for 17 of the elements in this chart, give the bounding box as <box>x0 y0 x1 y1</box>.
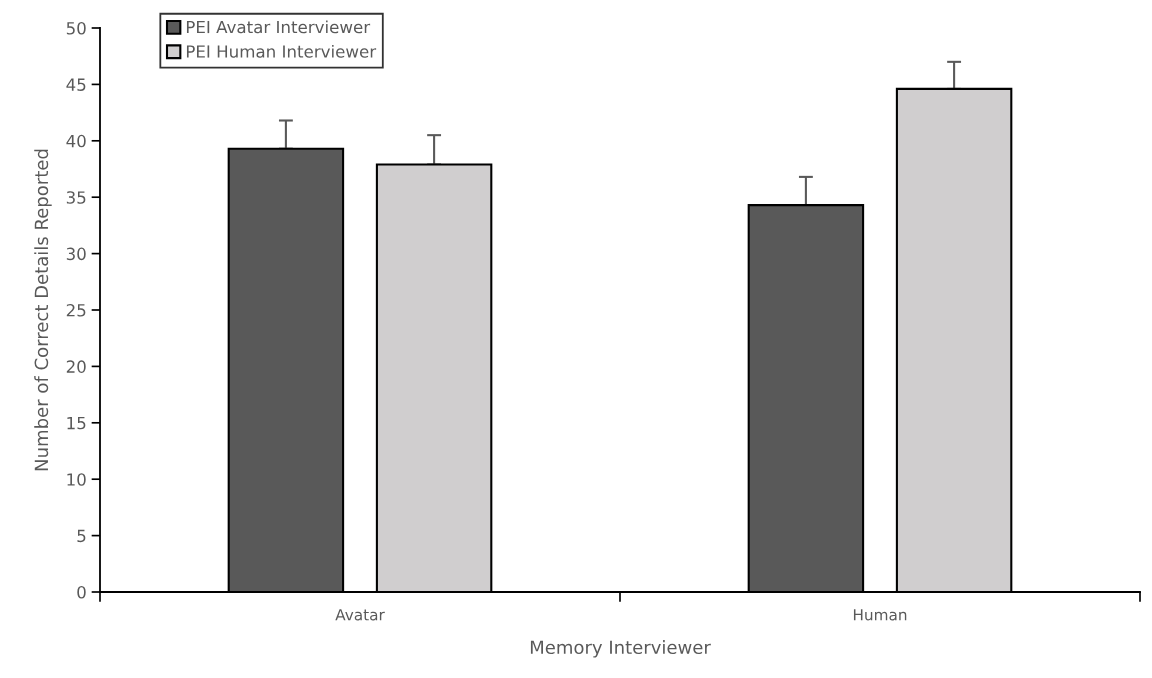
legend-label: PEI Avatar Interviewer <box>186 20 371 34</box>
y-tick-label: 20 <box>66 360 86 373</box>
y-axis-title: Number of Correct Details Reported <box>34 149 52 471</box>
x-axis-title: Memory Interviewer <box>530 640 711 658</box>
y-tick-label: 35 <box>66 191 86 204</box>
y-tick-label: 25 <box>66 303 86 317</box>
y-tick-label: 45 <box>66 78 86 91</box>
x-tick-label: Avatar <box>335 609 385 621</box>
y-tick-label: 40 <box>66 134 86 148</box>
y-tick-label: 0 <box>77 585 86 599</box>
x-tick-label: Human <box>853 609 907 621</box>
y-tick-label: 15 <box>67 416 86 430</box>
y-tick-label: 10 <box>67 473 86 486</box>
legend-label: PEI Human Interviewer <box>186 44 377 58</box>
y-tick-label: 5 <box>77 529 86 543</box>
y-tick-label: 50 <box>66 21 86 35</box>
y-tick-label: 30 <box>66 247 86 261</box>
